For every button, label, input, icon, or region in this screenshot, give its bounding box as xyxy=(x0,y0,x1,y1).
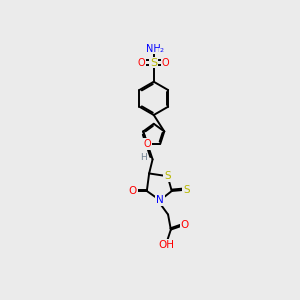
Text: O: O xyxy=(143,139,151,149)
Text: O: O xyxy=(162,58,169,68)
Text: S: S xyxy=(164,171,171,181)
Text: S: S xyxy=(150,58,157,68)
Text: 2: 2 xyxy=(160,48,164,53)
Text: O: O xyxy=(138,58,146,68)
Text: O: O xyxy=(180,220,189,230)
Text: N: N xyxy=(156,195,164,205)
Text: NH: NH xyxy=(146,44,161,54)
Text: H: H xyxy=(140,153,147,162)
Text: S: S xyxy=(183,185,190,195)
Text: O: O xyxy=(129,186,137,196)
Text: OH: OH xyxy=(159,240,175,250)
